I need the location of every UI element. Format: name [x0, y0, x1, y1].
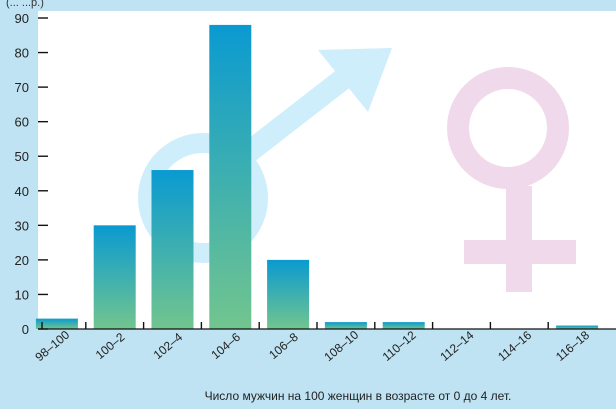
y-tick-label: 70 — [15, 80, 29, 95]
y-tick-label: 20 — [15, 253, 29, 268]
y-tick-label: 40 — [15, 184, 29, 199]
x-tick-label: 106–8 — [266, 330, 301, 362]
bar-100–2 — [93, 225, 136, 329]
y-tick-label: 0 — [22, 322, 29, 337]
x-tick-label: 116–18 — [553, 328, 592, 364]
bar-110–12 — [382, 322, 425, 329]
bar-116–18 — [556, 325, 599, 329]
y-tick-label: 80 — [15, 46, 29, 61]
female-symbol-icon — [447, 67, 576, 292]
y-tick-label: 90 — [15, 11, 29, 26]
x-tick-label: 102–4 — [151, 330, 186, 362]
bar-102–4 — [151, 170, 194, 329]
x-tick-label: 100–2 — [93, 330, 128, 362]
male-symbol-icon — [138, 48, 392, 263]
x-tick-label: 104–6 — [208, 330, 243, 362]
y-tick-label: 50 — [15, 149, 29, 164]
x-tick-label: 98–100 — [32, 327, 72, 364]
y-tick-label: 10 — [15, 287, 29, 302]
y-tick-label: 60 — [15, 115, 29, 130]
header-partial-text: (... ...р.) — [6, 0, 44, 9]
y-tick-label: 30 — [15, 218, 29, 233]
bar-106–8 — [267, 259, 310, 329]
x-tick-label: 112–14 — [437, 328, 476, 364]
x-tick-label: 110–12 — [380, 328, 419, 364]
y-axis: 0 10 20 30 40 50 60 70 80 90 — [15, 11, 48, 337]
bar-104–6 — [209, 24, 252, 330]
x-tick-label: 108–10 — [321, 327, 361, 364]
bar-98–100 — [35, 318, 78, 329]
bars-group — [35, 24, 599, 330]
x-axis-caption: Число мужчин на 100 женщин в возрасте от… — [205, 389, 512, 403]
x-tick-label: 114–16 — [495, 328, 534, 364]
bar-108–10 — [324, 322, 367, 329]
